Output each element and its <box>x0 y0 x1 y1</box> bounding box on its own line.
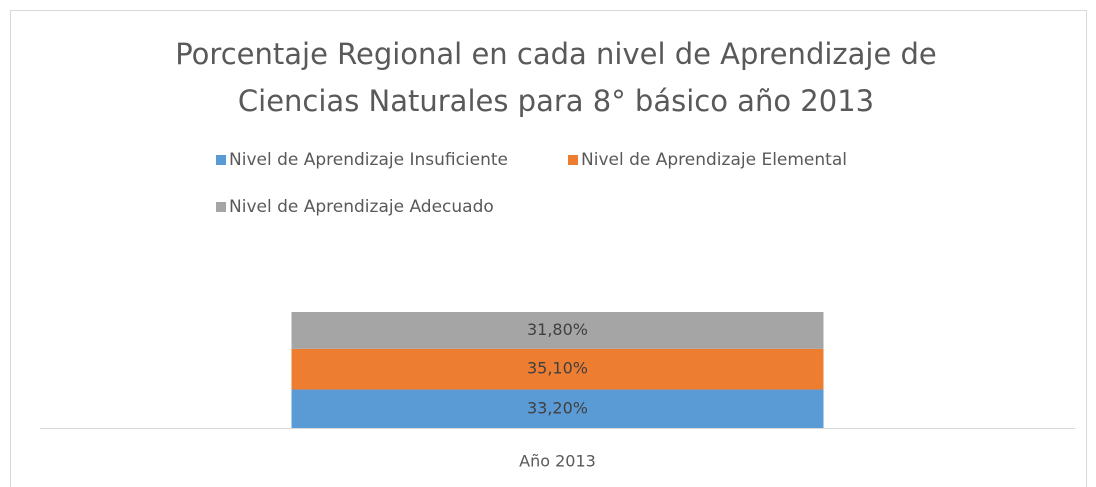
data-label: 33,20% <box>527 398 588 417</box>
legend-swatch <box>568 155 578 165</box>
bar-segment <box>291 348 824 390</box>
x-tick-label: Año 2013 <box>519 452 596 471</box>
data-label: 31,80% <box>527 320 588 339</box>
legend-label: Nivel de Aprendizaje Elemental <box>581 150 847 170</box>
chart-title: Ciencias Naturales para 8° básico año 20… <box>238 84 874 118</box>
legend-label: Nivel de Aprendizaje Insuficiente <box>229 150 508 170</box>
bar-segment <box>291 389 824 428</box>
legend-swatch <box>216 202 226 212</box>
chart-title: Porcentaje Regional en cada nivel de Apr… <box>175 37 937 71</box>
bar-segment <box>291 311 824 349</box>
legend-label: Nivel de Aprendizaje Adecuado <box>229 197 494 217</box>
data-label: 35,10% <box>527 359 588 378</box>
legend-swatch <box>216 155 226 165</box>
